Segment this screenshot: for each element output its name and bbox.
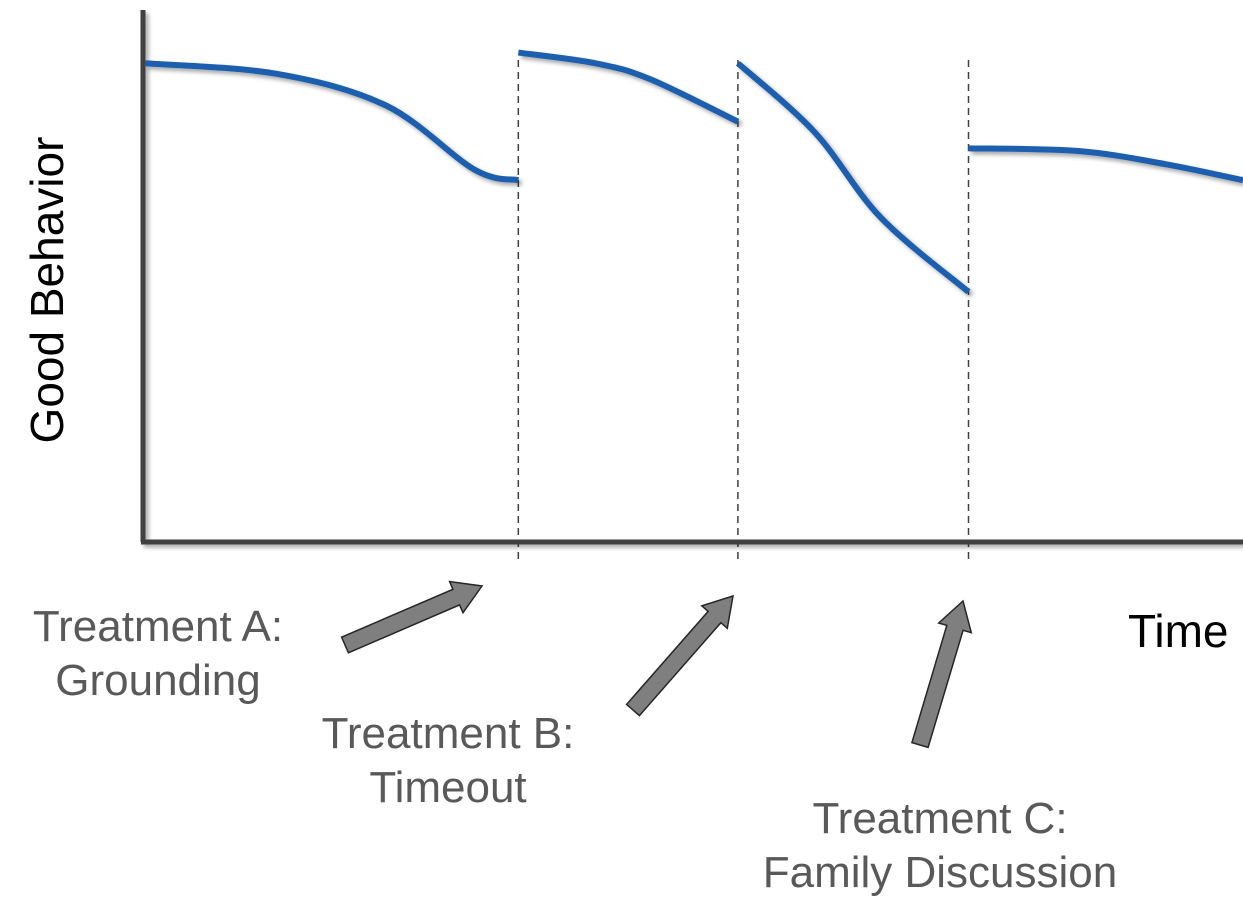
treatment-dividers	[518, 60, 968, 562]
treatment-c-line1: Treatment C:	[720, 792, 1160, 846]
treatment-arrow-2	[627, 596, 733, 716]
axes	[141, 10, 1243, 542]
behavior-series	[145, 53, 1243, 292]
x-axis-label: Time	[1128, 604, 1229, 658]
behavior-segment-2	[518, 53, 738, 122]
treatment-arrow-3	[912, 601, 971, 747]
treatment-b-line1: Treatment B:	[298, 707, 598, 761]
treatment-arrow-1	[342, 582, 482, 653]
behavior-segment-1	[145, 63, 518, 180]
treatment-b-line2: Timeout	[298, 761, 598, 815]
behavior-segment-3	[738, 63, 969, 292]
treatment-a-label: Treatment A: Grounding	[23, 600, 293, 708]
treatment-c-line2: Family Discussion	[720, 846, 1160, 900]
treatment-a-line1: Treatment A:	[23, 600, 293, 654]
treatment-a-line2: Grounding	[23, 654, 293, 708]
behavior-segment-4	[969, 148, 1243, 180]
treatment-b-label: Treatment B: Timeout	[298, 707, 598, 815]
y-axis-label: Good Behavior	[20, 137, 74, 444]
treatment-c-label: Treatment C: Family Discussion	[720, 792, 1160, 900]
